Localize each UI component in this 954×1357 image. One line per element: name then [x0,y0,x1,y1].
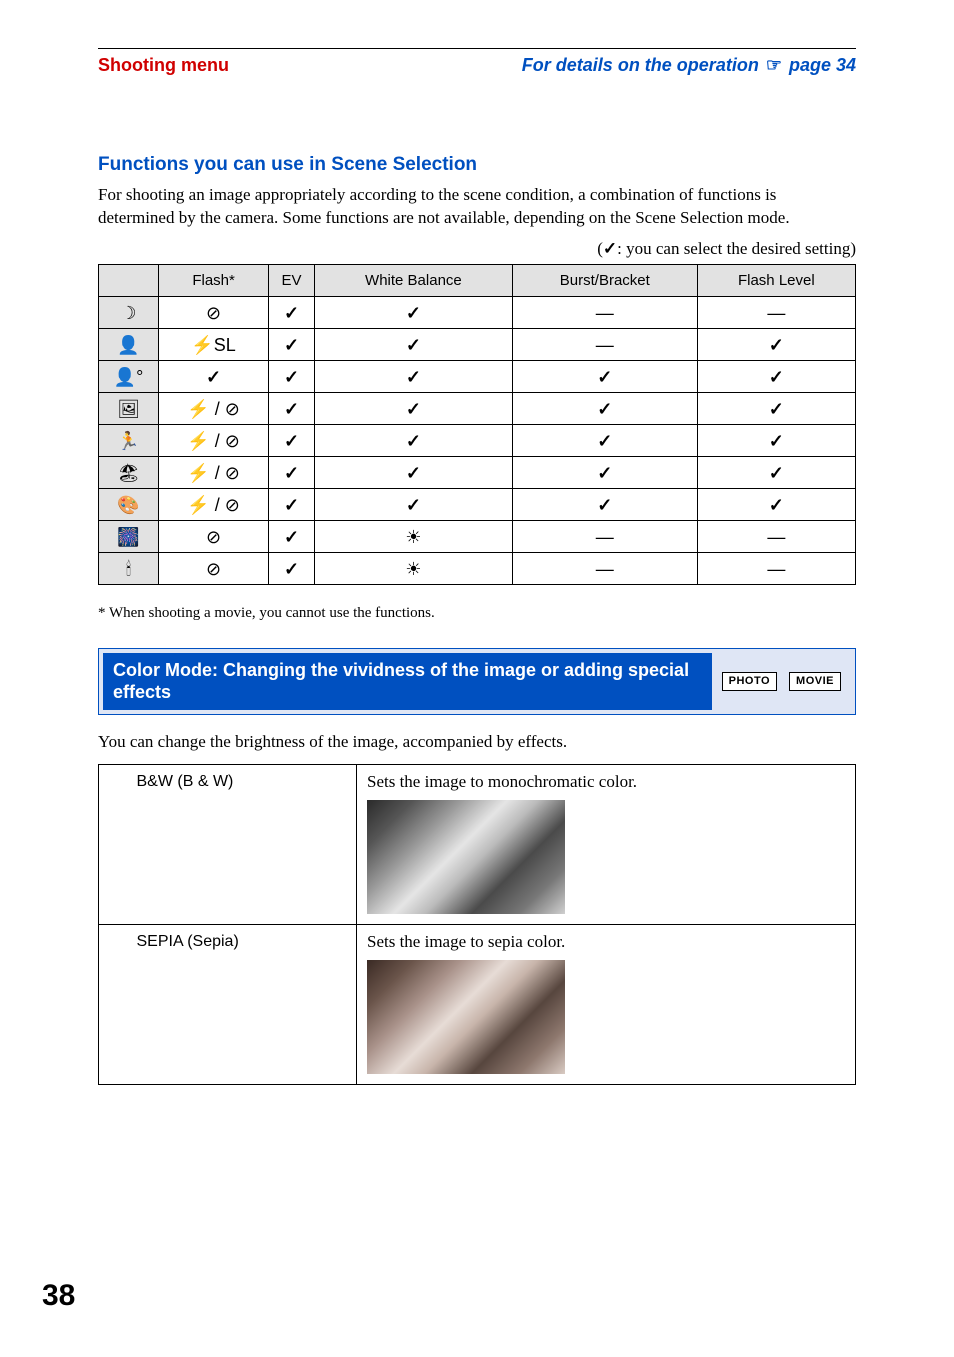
table-cell: ✓ [269,425,315,457]
mode-name: SEPIA (Sepia) [127,924,357,1084]
table-cell: ✓ [697,329,855,361]
table-cell: ✓ [697,489,855,521]
intro-paragraph: For shooting an image appropriately acco… [98,184,856,230]
table-legend: (✓: you can select the desired setting) [98,238,856,261]
mode-icon-col [99,764,127,924]
table-cell: ⚡SL [159,329,269,361]
scene-mode-icon: 👤 [99,329,159,361]
table-cell: ⚡ / ⊘ [159,457,269,489]
scene-mode-icon: 🎆 [99,521,159,553]
table-cell: ⚡ / ⊘ [159,393,269,425]
header-reference: For details on the operation ☞ page 34 [522,55,856,76]
table-cell: ⊘ [159,553,269,585]
table-cell: ✓ [269,553,315,585]
table-footnote: * When shooting a movie, you cannot use … [98,603,856,623]
th-ev: EV [269,265,315,297]
table-cell: ✓ [269,489,315,521]
table-cell: ✓ [269,329,315,361]
section-bar-title: Color Mode: Changing the vividness of th… [103,653,712,710]
table-cell: — [697,521,855,553]
table-cell: ✓ [512,489,697,521]
mode-description: Sets the image to sepia color. [367,931,845,954]
table-cell: ✓ [314,361,512,393]
table-cell: ☀ [314,553,512,585]
table-cell: ✓ [159,361,269,393]
table-cell: ✓ [512,457,697,489]
table-cell: ✓ [269,361,315,393]
table-cell: — [512,329,697,361]
mode-description: Sets the image to monochromatic color. [367,771,845,794]
header-section-title: Shooting menu [98,55,229,76]
table-cell: ✓ [269,521,315,553]
th-burst: Burst/Bracket [512,265,697,297]
hand-icon: ☞ [766,55,782,76]
th-wb: White Balance [314,265,512,297]
table-cell: ☀ [314,521,512,553]
header-ref-suffix: page 34 [784,55,856,75]
scene-mode-icon: ☽ [99,297,159,329]
functions-table: Flash* EV White Balance Burst/Bracket Fl… [98,264,856,585]
subheading: Functions you can use in Scene Selection [98,152,856,178]
table-cell: — [697,297,855,329]
page-number: 38 [42,1279,75,1313]
table-cell: ✓ [512,425,697,457]
table-cell: — [512,297,697,329]
mode-description-cell: Sets the image to sepia color. [357,924,856,1084]
photo-badge: PHOTO [722,672,777,691]
scene-mode-icon: 🕯 [99,553,159,585]
legend-text: : you can select the desired setting) [617,239,856,258]
table-cell: ✓ [512,361,697,393]
table-cell: — [512,521,697,553]
th-blank [99,265,159,297]
table-cell: ✓ [697,425,855,457]
table-cell: ✓ [697,457,855,489]
check-icon: ✓ [603,239,617,258]
color-modes-table: B&W (B & W) Sets the image to monochromat… [98,764,856,1085]
section-bar: Color Mode: Changing the vividness of th… [98,648,856,715]
table-cell: ⚡ / ⊘ [159,425,269,457]
mode-icon-col [99,924,127,1084]
scene-mode-icon: 👤° [99,361,159,393]
top-divider [98,48,856,49]
table-cell: ✓ [269,393,315,425]
th-flashlevel: Flash Level [697,265,855,297]
scene-mode-icon: 🎨 [99,489,159,521]
header-ref-prefix: For details on the operation [522,55,764,75]
table-cell: ⚡ / ⊘ [159,489,269,521]
mode-sample-image [367,800,565,914]
table-cell: ✓ [314,297,512,329]
mode-description-cell: Sets the image to monochromatic color. [357,764,856,924]
table-cell: ✓ [314,457,512,489]
scene-mode-icon: 🏃 [99,425,159,457]
table-cell: ⊘ [159,297,269,329]
section-bar-badges: PHOTO MOVIE [712,653,851,710]
table-cell: ✓ [697,393,855,425]
table-cell: ✓ [697,361,855,393]
table-cell: — [512,553,697,585]
mode-name: B&W (B & W) [127,764,357,924]
table-cell: ✓ [314,489,512,521]
mode-sample-image [367,960,565,1074]
movie-badge: MOVIE [789,672,841,691]
table-cell: ✓ [269,297,315,329]
scene-mode-icon: 🖼 [99,393,159,425]
table-cell: — [697,553,855,585]
table-cell: ✓ [314,425,512,457]
scene-mode-icon: 🏖 [99,457,159,489]
table-cell: ✓ [314,329,512,361]
table-cell: ✓ [269,457,315,489]
th-flash: Flash* [159,265,269,297]
table-cell: ⊘ [159,521,269,553]
table-cell: ✓ [512,393,697,425]
page-header: Shooting menu For details on the operati… [98,55,856,82]
table-cell: ✓ [314,393,512,425]
section-description: You can change the brightness of the ima… [98,731,856,754]
